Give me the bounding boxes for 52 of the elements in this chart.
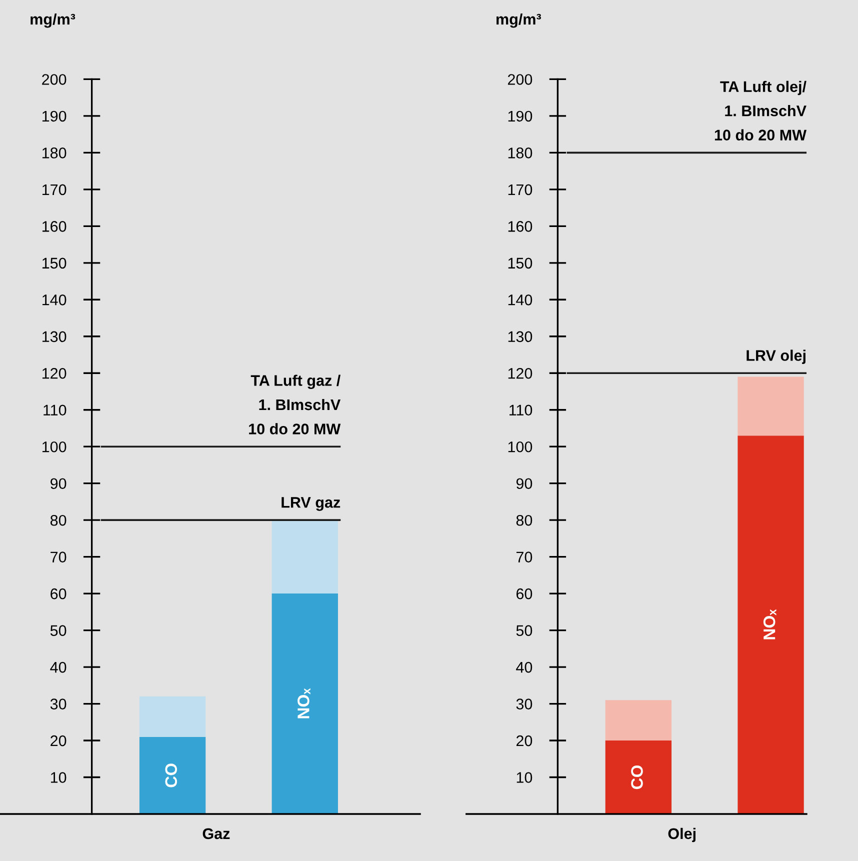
x-tick-label: NOₓ [763,609,776,640]
y-tick-label: 30 [516,698,532,710]
y-tick-label: 100 [508,441,532,452]
y-tick-label: 120 [42,368,66,379]
y-axis-title: mg/m³ [496,13,541,28]
x-tick-label: CO [631,765,643,790]
y-tick-label: 200 [508,74,532,85]
y-tick-label: 80 [50,514,66,526]
y-tick-label: 190 [42,110,66,122]
y-tick-label: 40 [50,662,66,673]
y-tick-label: 200 [42,74,66,85]
ref-line-label: TA Luft olej/ 1. BImschV 10 do 20 MW [714,80,807,140]
ref-line-label: TA Luft gaz / 1. BImschV 10 do 20 MW [249,374,341,434]
y-tick-label: 140 [508,294,532,306]
y-tick-label: 90 [50,478,66,490]
y-tick-label: 180 [508,148,532,158]
y-tick-label: 110 [510,404,532,416]
y-tick-label: 20 [516,735,532,746]
y-tick-label: 160 [508,221,532,232]
x-axis-title: Gaz [202,828,230,840]
x-tick-label: NOₓ [298,688,310,718]
y-tick-label: 190 [508,110,532,122]
y-tick-label: 10 [516,772,532,783]
ref-line-label: LRV gaz [282,497,340,511]
y-tick-label: 10 [50,772,66,783]
y-tick-label: 180 [42,148,66,158]
y-tick-label: 30 [50,698,66,710]
y-tick-label: 80 [516,514,532,526]
y-tick-label: 160 [42,221,66,232]
y-tick-label: 70 [50,552,66,563]
y-tick-label: 140 [42,294,66,306]
y-tick-label: 60 [50,588,66,600]
y-tick-label: 120 [508,368,532,379]
y-tick-label: 170 [42,184,66,196]
y-tick-label: 100 [42,441,66,452]
y-tick-label: 50 [50,625,66,636]
y-tick-label: 90 [516,478,532,490]
y-tick-label: 130 [42,331,66,342]
y-tick-label: 20 [50,735,66,746]
y-tick-label: 50 [516,625,532,636]
x-axis-title: Olej [668,828,696,842]
y-axis-title: mg/m³ [30,13,76,28]
y-tick-label: 60 [516,588,532,600]
y-tick-label: 110 [44,404,66,416]
y-tick-label: 70 [516,552,532,563]
x-tick-label: CO [165,764,178,788]
y-tick-label: 150 [508,258,532,269]
ref-line-label: LRV olej [746,350,806,364]
y-tick-label: 170 [508,184,532,196]
y-tick-label: 130 [508,331,532,342]
y-tick-label: 40 [516,662,532,673]
y-tick-label: 150 [42,258,66,269]
